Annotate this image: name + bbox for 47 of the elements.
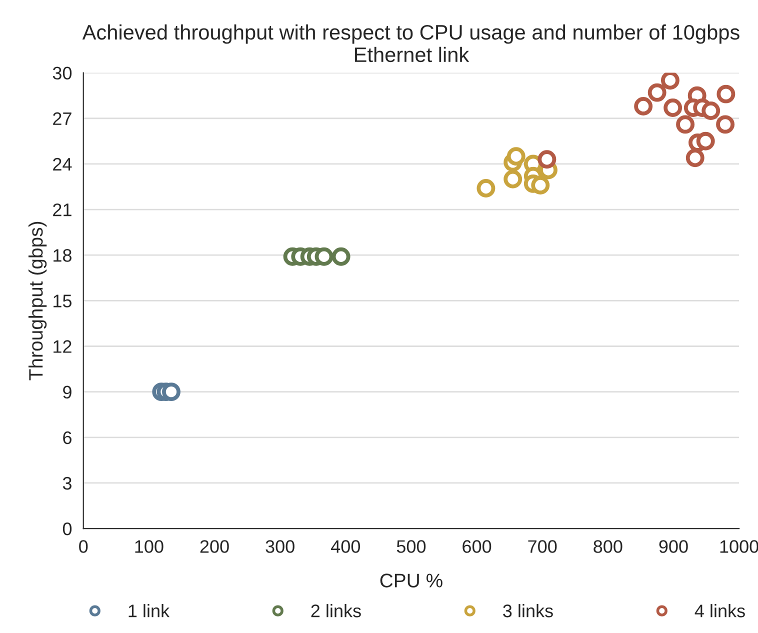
y-tick-label: 0: [62, 522, 72, 536]
point: [314, 247, 334, 266]
y-tick-label: 21: [53, 203, 72, 216]
point: [634, 96, 653, 116]
point: [531, 176, 550, 194]
x-tick-label: 900: [659, 540, 688, 553]
y-tick-label: 6: [63, 431, 72, 444]
x-axis-title: CPU %: [380, 574, 442, 588]
x-tick-label: 700: [528, 540, 557, 553]
chart-title: Achieved throughput with respect to CPU usage and number of 10gbps Ethernet link: [82, 24, 740, 62]
point: [476, 179, 496, 198]
y-tick-label: 24: [53, 158, 72, 170]
x-tick-label: 800: [594, 540, 622, 553]
x-tick-label: 400: [331, 540, 360, 553]
point: [162, 382, 180, 402]
y-tick-label: 15: [54, 294, 72, 308]
x-tick-label: 1000: [720, 540, 758, 553]
legend-label: 4 links: [694, 604, 745, 618]
point: [716, 115, 735, 134]
legend-label: 1 link: [128, 604, 170, 618]
point: [702, 102, 720, 120]
y-tick-label: 9: [63, 386, 72, 399]
legend-label: 3 links: [503, 604, 553, 618]
x-tick-label: 200: [200, 540, 229, 553]
y-tick-label: 12: [54, 340, 72, 353]
y-tick-label: 27: [53, 112, 72, 125]
x-tick-label: 100: [135, 540, 164, 553]
point: [686, 148, 704, 168]
point: [664, 98, 682, 117]
legend-label: 2 links: [311, 604, 361, 618]
x-tick-label: 0: [79, 540, 88, 553]
y-tick-label: 3: [62, 476, 72, 490]
point: [506, 147, 526, 166]
point: [696, 132, 715, 150]
x-tick-label: 500: [396, 540, 426, 553]
point: [716, 84, 736, 104]
y-tick-label: 18: [54, 249, 72, 262]
y-tick-label: 30: [52, 66, 72, 80]
point: [676, 115, 695, 134]
y-axis-title: Throughput (gbps): [28, 222, 47, 380]
point: [538, 150, 556, 169]
x-tick-label: 600: [462, 540, 492, 553]
x-tick-label: 300: [266, 540, 294, 553]
point: [660, 72, 680, 90]
point: [648, 83, 666, 102]
point: [332, 247, 350, 266]
point: [504, 170, 522, 188]
